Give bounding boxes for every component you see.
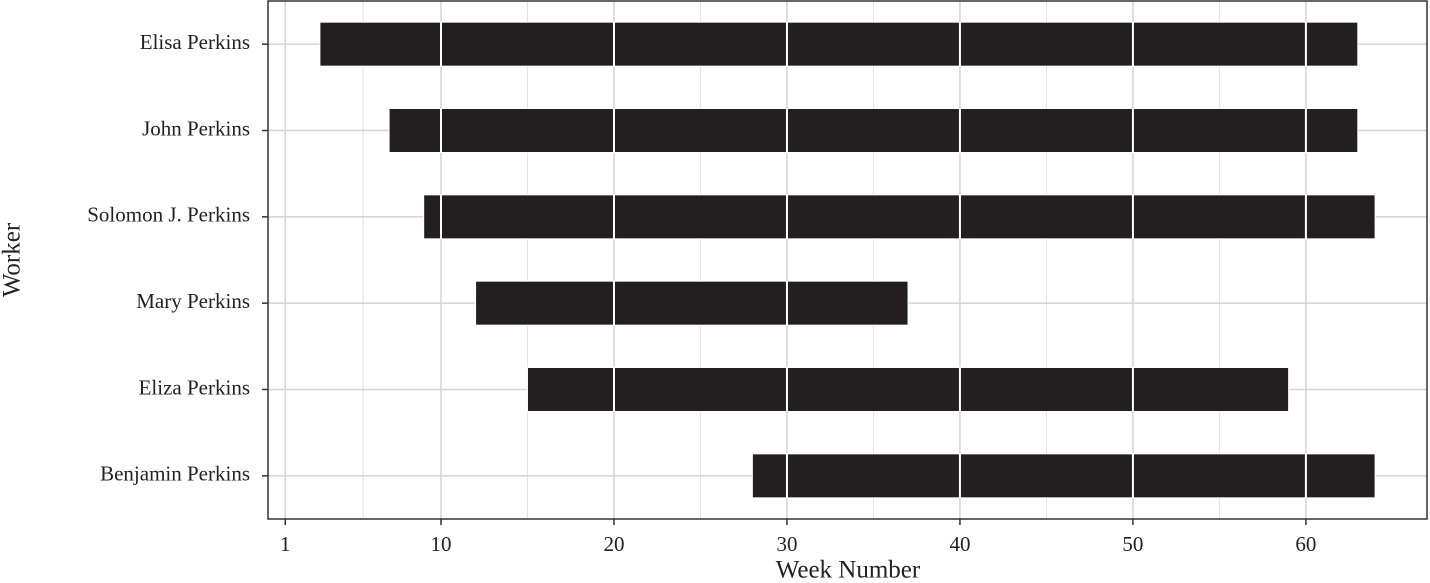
x-tick-label: 60 bbox=[1295, 532, 1316, 556]
plot-border bbox=[267, 0, 1428, 520]
bar bbox=[526, 367, 1290, 412]
x-tick-label: 50 bbox=[1122, 532, 1143, 556]
bar bbox=[319, 21, 1359, 67]
y-tick-label: Eliza Perkins bbox=[139, 375, 250, 399]
y-axis-title: Worker bbox=[0, 222, 26, 297]
x-axis-title: Week Number bbox=[776, 557, 921, 583]
y-tick-label: Solomon J. Perkins bbox=[87, 203, 250, 227]
x-tick-label: 30 bbox=[776, 532, 797, 556]
y-tick-label: Benjamin Perkins bbox=[100, 462, 250, 486]
bar bbox=[475, 280, 909, 326]
x-tick-label: 20 bbox=[603, 532, 624, 556]
x-tick-label: 1 bbox=[280, 532, 291, 556]
x-tick-label: 10 bbox=[430, 532, 451, 556]
y-tick-label: Elisa Perkins bbox=[140, 30, 250, 54]
bar bbox=[388, 108, 1359, 153]
y-tick-label: John Perkins bbox=[142, 116, 250, 140]
bar bbox=[751, 453, 1376, 499]
bar bbox=[423, 194, 1376, 240]
y-tick-label: Mary Perkins bbox=[136, 289, 250, 313]
x-tick-label: 40 bbox=[949, 532, 970, 556]
